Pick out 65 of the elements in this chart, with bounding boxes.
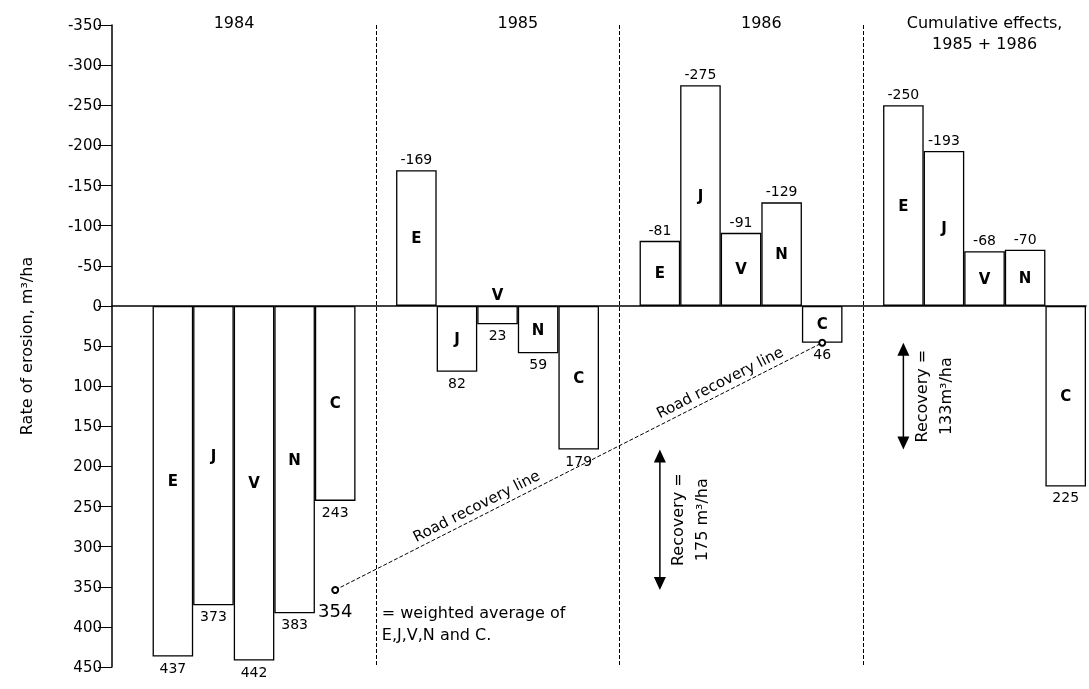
text: E [898, 196, 909, 215]
text: C [1060, 387, 1072, 406]
data-label: 243 [321, 503, 349, 520]
text: J [941, 219, 947, 238]
y-tick-label: -100 [67, 216, 102, 235]
data-label: 437 [159, 659, 187, 676]
y-tick-label: -350 [67, 16, 102, 34]
data-label: 442 [240, 663, 268, 680]
y-tick-label: 450 [73, 658, 102, 676]
data-label: 373 [200, 608, 227, 625]
y-tick-label: 200 [73, 457, 102, 476]
y-tick-label: 250 [73, 497, 102, 516]
data-label: -250 [887, 86, 920, 103]
text: N [775, 245, 788, 264]
text: C [329, 394, 341, 413]
text: V [978, 269, 991, 288]
y-tick-label: 350 [73, 577, 102, 596]
y-tick-label: 50 [82, 337, 102, 355]
annotation: 1986 [740, 13, 782, 32]
annotation: Recovery = 133m³/ha [911, 349, 955, 443]
text: E [167, 472, 178, 491]
text: E [654, 264, 665, 283]
series-label: E [411, 229, 422, 248]
series-label: V [491, 285, 504, 304]
y-axis-title: Rate of erosion, m³/ha [16, 256, 36, 436]
data-label: 179 [565, 452, 593, 469]
y-tick-label: -300 [67, 56, 102, 75]
series-label: N [1018, 268, 1032, 287]
y-tick-label: 100 [73, 377, 102, 396]
text: J [454, 329, 460, 348]
data-label: 383 [281, 616, 308, 633]
data-label: 354 [318, 600, 353, 622]
text: V [735, 260, 747, 279]
y-tick-label: 400 [73, 617, 102, 636]
data-label: -70 [1013, 230, 1037, 247]
y-tick-label: -200 [67, 136, 102, 155]
data-label: -275 [684, 66, 717, 83]
series-label: C [816, 315, 828, 334]
data-label: 82 [448, 374, 466, 391]
y-tick-label: -250 [67, 96, 102, 115]
text: V [248, 474, 260, 493]
annotation: Cumulative effects, 1985 + 1986 [906, 13, 1063, 53]
text: N [531, 320, 545, 339]
annotation: 1985 [497, 13, 539, 32]
y-tick-label: 300 [73, 537, 102, 556]
data-label: -193 [928, 131, 960, 148]
annotation: = weighted average of E,J,V,N and C. [381, 603, 566, 645]
data-label: -129 [765, 183, 798, 200]
data-label: -81 [648, 221, 672, 238]
data-label: 23 [488, 327, 507, 344]
annotation: Recovery = 175 m³/ha [668, 473, 712, 567]
text: J [210, 446, 217, 465]
data-label: 225 [1052, 489, 1080, 506]
data-label: 46 [813, 345, 832, 362]
y-tick-label: -50 [77, 256, 102, 275]
text: N [288, 450, 301, 469]
data-label: -68 [973, 232, 996, 249]
y-tick-label: -150 [67, 176, 102, 195]
data-label: -91 [729, 213, 753, 230]
data-label: 59 [529, 356, 548, 373]
data-label: -169 [400, 151, 433, 168]
series-label: J [696, 186, 704, 205]
annotation: 1984 [213, 13, 255, 32]
text: C [573, 368, 585, 387]
y-tick-label: 150 [73, 417, 102, 436]
